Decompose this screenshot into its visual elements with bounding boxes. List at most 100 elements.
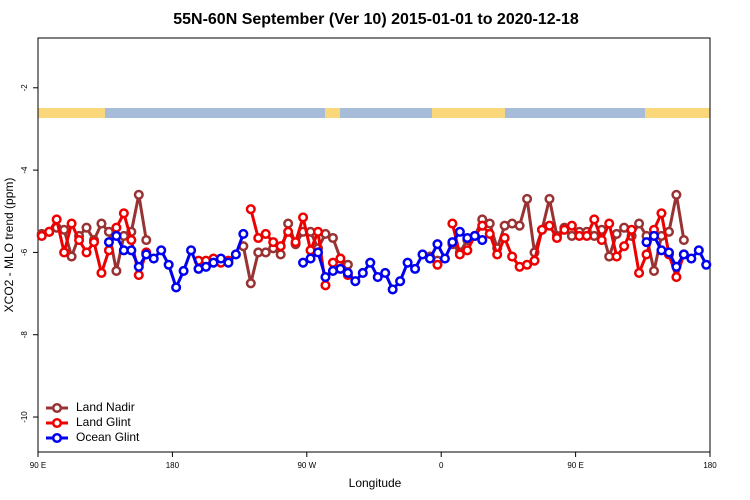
data-point: [81, 222, 92, 233]
data-point: [253, 232, 264, 244]
data-point: [432, 239, 443, 250]
y-tick-label: -6: [20, 248, 29, 256]
data-point: [111, 230, 122, 241]
y-axis-label: XCO2 - MLO trend (ppm): [2, 178, 16, 313]
data-point: [678, 235, 689, 246]
data-point: [238, 228, 249, 239]
data-point: [469, 230, 480, 241]
ocean-strip: [340, 108, 432, 118]
data-point: [454, 249, 465, 260]
data-point: [604, 218, 615, 229]
data-point: [663, 247, 674, 258]
data-point: [678, 249, 689, 260]
data-point: [118, 208, 129, 219]
data-point: [44, 226, 55, 237]
x-tick-label: 90 E: [30, 461, 46, 470]
x-tick-label: 90 W: [297, 461, 316, 470]
data-point: [141, 249, 152, 260]
data-point: [320, 280, 331, 291]
data-point: [648, 265, 660, 276]
data-point: [59, 247, 70, 258]
data-point: [342, 267, 353, 279]
data-point: [133, 189, 144, 200]
data-point: [410, 263, 421, 274]
data-point: [693, 245, 704, 256]
legend-marker: [51, 402, 63, 414]
data-point: [536, 224, 548, 235]
data-point: [96, 267, 107, 279]
data-point: [51, 214, 62, 225]
data-point: [589, 214, 600, 225]
legend-label: Land Glint: [76, 415, 131, 429]
data-point: [260, 228, 271, 239]
plot-frame: [37, 37, 711, 453]
data-point: [59, 224, 70, 235]
data-point: [701, 259, 712, 270]
data-point: [133, 261, 144, 272]
data-point: [103, 237, 114, 248]
data-point: [66, 251, 77, 262]
data-point: [477, 220, 488, 231]
data-point: [215, 253, 226, 264]
data-point: [544, 193, 555, 204]
data-point: [447, 237, 458, 248]
x-tick-label: 180: [166, 461, 180, 470]
data-point: [529, 255, 540, 266]
data-point: [260, 247, 271, 258]
data-point: [686, 253, 697, 264]
data-point: [424, 253, 436, 264]
data-point: [275, 249, 286, 260]
data-point: [88, 237, 100, 248]
data-point: [178, 265, 189, 276]
data-point: [365, 257, 376, 268]
ocean-strip: [505, 108, 645, 118]
x-tick-label: 0: [439, 461, 444, 470]
chart-title: 55N-60N September (Ver 10) 2015-01-01 to…: [173, 11, 579, 28]
data-point: [402, 257, 413, 268]
data-point: [462, 245, 473, 256]
legend-marker: [51, 417, 63, 429]
y-tick-label: -2: [20, 84, 29, 92]
data-point: [163, 259, 174, 270]
data-point: [96, 218, 107, 229]
data-point: [141, 235, 152, 246]
data-point: [641, 249, 652, 260]
data-point: [522, 193, 533, 204]
data-point: [111, 265, 122, 276]
data-point: [439, 253, 450, 264]
data-point: [634, 218, 645, 229]
data-point: [230, 249, 241, 260]
y-tick-label: -4: [20, 166, 29, 174]
x-tick-label: 90 E: [567, 461, 583, 470]
data-point: [298, 212, 309, 223]
data-point: [559, 224, 570, 235]
data-point: [514, 220, 525, 231]
data-point: [126, 245, 137, 256]
data-point: [327, 232, 338, 244]
legend-marker: [51, 432, 63, 444]
data-point: [103, 245, 114, 256]
data-point: [335, 263, 346, 274]
data-point: [372, 272, 383, 283]
data-point: [156, 245, 167, 256]
data-point: [611, 251, 622, 262]
legend-label: Ocean Glint: [76, 430, 140, 444]
data-point: [305, 253, 316, 264]
data-point: [200, 261, 212, 272]
data-point: [36, 230, 47, 241]
data-point: [283, 218, 294, 229]
data-point: [74, 235, 85, 246]
data-point: [641, 237, 652, 248]
data-point: [380, 267, 391, 279]
data-point: [671, 189, 682, 200]
data-point: [395, 276, 406, 287]
data-point: [312, 247, 324, 258]
data-point: [223, 257, 234, 268]
data-point: [454, 226, 465, 237]
data-point: [312, 226, 324, 237]
data-point: [103, 226, 114, 237]
data-point: [492, 249, 503, 260]
data-point: [432, 259, 443, 270]
data-point: [626, 224, 637, 235]
data-point: [268, 237, 279, 248]
